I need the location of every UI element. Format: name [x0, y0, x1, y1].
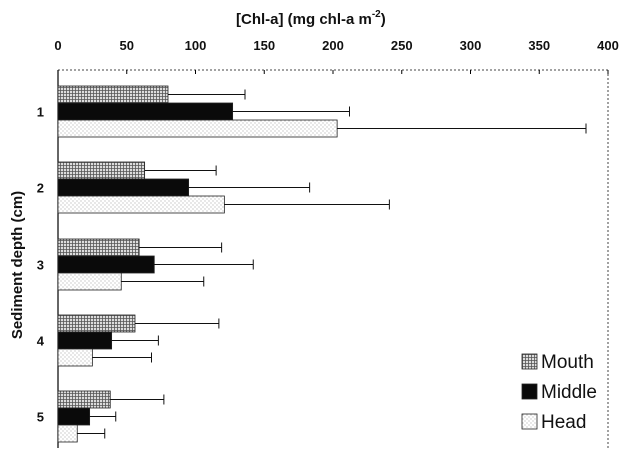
y-tick-label: 3 — [37, 258, 44, 273]
x-axis-title: [Chl-a] (mg chl-a m-2) — [236, 9, 386, 28]
x-axis-title-main: [Chl-a] (mg chl-a m — [236, 11, 372, 28]
bar-mouth — [57, 85, 169, 104]
legend: Mouth Middle Head — [521, 352, 597, 433]
bar-head — [57, 348, 93, 367]
legend-swatch-mouth — [521, 353, 538, 370]
y-tick-label: 5 — [37, 410, 44, 425]
bar-head — [57, 119, 338, 138]
bar-head — [57, 424, 78, 443]
x-tick-label: 400 — [597, 38, 619, 53]
x-tick-label: 250 — [391, 38, 413, 53]
legend-swatch-middle — [521, 383, 538, 400]
legend-label-head: Head — [541, 412, 586, 433]
bar-mouth — [57, 161, 146, 180]
bar-head — [57, 195, 225, 214]
y-tick-label: 2 — [37, 181, 44, 196]
bar-mouth — [57, 390, 111, 409]
bar-middle — [57, 102, 234, 121]
bar-middle — [57, 255, 155, 274]
x-tick-label: 100 — [185, 38, 207, 53]
x-axis-title-superscript: -2 — [372, 9, 381, 20]
legend-label-mouth: Mouth — [541, 352, 594, 373]
bar-middle — [57, 178, 190, 197]
bar-mouth — [57, 314, 136, 333]
bar-mouth — [57, 238, 140, 257]
bar-middle — [57, 331, 113, 350]
x-tick-label: 200 — [322, 38, 344, 53]
legend-label-middle: Middle — [541, 382, 597, 403]
y-axis-title: Sediment depth (cm) — [9, 191, 26, 339]
y-tick-label: 4 — [37, 334, 45, 349]
bar-head — [57, 272, 122, 291]
y-tick-label: 1 — [37, 105, 44, 120]
x-tick-label: 350 — [528, 38, 550, 53]
x-tick-label: 50 — [120, 38, 134, 53]
x-tick-label: 300 — [460, 38, 482, 53]
legend-swatch-head — [521, 413, 538, 430]
x-tick-label: 0 — [54, 38, 61, 53]
bar-middle — [57, 407, 91, 426]
x-axis-title-suffix: ) — [381, 11, 386, 28]
plot-area: 0 50 100 150 200 250 300 350 400 1 2 3 4 5 — [37, 38, 619, 448]
x-tick-label: 150 — [253, 38, 275, 53]
